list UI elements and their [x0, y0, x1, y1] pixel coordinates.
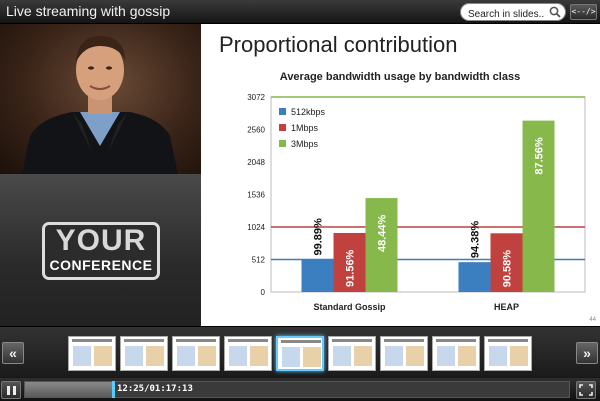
top-bar: Live streaming with gossip <--/> [0, 0, 600, 24]
search-box[interactable] [460, 3, 566, 23]
slide-thumbnail[interactable] [380, 336, 428, 371]
thumbnail-preview [384, 339, 424, 342]
thumbnail-preview [510, 346, 528, 366]
thumbnail-preview [354, 346, 372, 366]
logo-line-1: YOUR [55, 224, 147, 257]
progress-handle[interactable] [111, 381, 115, 398]
thumbnail-preview [406, 346, 424, 366]
y-tick-label: 512 [252, 256, 266, 265]
thumbnail-preview [73, 346, 91, 366]
data-label: 87.56% [534, 137, 546, 175]
legend-label: 3Mbps [291, 139, 319, 149]
y-tick-label: 1536 [247, 191, 265, 200]
y-tick-label: 2048 [247, 158, 265, 167]
bar [522, 120, 555, 292]
y-tick-label: 1024 [247, 223, 265, 232]
fullscreen-button[interactable] [576, 381, 596, 399]
legend-swatch [279, 124, 286, 131]
bar [301, 259, 334, 292]
slide-view: Proportional contribution Average bandwi… [201, 24, 600, 326]
slide-page-number: 44 [589, 317, 596, 323]
thumbnail-preview [125, 346, 143, 366]
progress-bar[interactable] [24, 381, 570, 398]
data-label: 91.56% [345, 249, 357, 287]
data-label: 90.58% [502, 250, 514, 288]
slide-thumbnail[interactable] [68, 336, 116, 371]
slide-thumbnail[interactable] [432, 336, 480, 371]
timecode: 12:25/01:17:13 [117, 384, 193, 394]
legend-label: 1Mbps [291, 123, 319, 133]
thumbnail-preview [303, 347, 321, 367]
slide-thumbnail[interactable] [120, 336, 168, 371]
pause-icon [7, 386, 10, 395]
chart-title: Average bandwidth usage by bandwidth cla… [280, 71, 520, 83]
speaker-video[interactable] [0, 24, 201, 174]
logo-line-2: CONFERENCE [49, 257, 153, 273]
data-label: 94.38% [470, 221, 482, 259]
thumbnail-preview [94, 346, 112, 366]
next-slides-button[interactable]: » [576, 342, 598, 364]
x-tick-label: HEAP [494, 302, 519, 312]
thumbnail-preview [72, 339, 112, 342]
thumbnail-preview [436, 339, 476, 342]
pause-button[interactable] [1, 381, 21, 399]
conference-logo: YOUR CONFERENCE [42, 222, 160, 280]
thumbnail-preview [458, 346, 476, 366]
x-tick-label: Standard Gossip [313, 302, 386, 312]
previous-slides-button[interactable]: « [2, 342, 24, 364]
thumbnail-strip: « » [0, 326, 600, 378]
progress-fill [25, 382, 113, 397]
thumbnail-preview [176, 339, 216, 342]
slide-thumbnail[interactable] [276, 336, 324, 371]
thumbnail-preview [385, 346, 403, 366]
bar [490, 233, 523, 292]
pause-icon [13, 386, 16, 395]
thumbnail-preview [437, 346, 455, 366]
thumbnail-preview [281, 340, 321, 343]
legend-swatch [279, 108, 286, 115]
branding-panel: YOUR CONFERENCE [0, 174, 201, 326]
search-icon[interactable] [549, 6, 561, 18]
slide-thumbnail[interactable] [328, 336, 376, 371]
slide-title: Proportional contribution [219, 32, 458, 57]
thumbnail-preview [198, 346, 216, 366]
thumbnail-preview [488, 339, 528, 342]
slide-thumbnail[interactable] [224, 336, 272, 371]
data-label: 48.44% [377, 215, 389, 253]
window-title: Live streaming with gossip [6, 3, 171, 19]
thumbnail-preview [229, 346, 247, 366]
thumbnail-preview [282, 347, 300, 367]
bar [458, 262, 491, 292]
slide-thumbnail[interactable] [484, 336, 532, 371]
y-tick-label: 3072 [247, 93, 265, 102]
fullscreen-icon [579, 384, 593, 396]
legend-label: 512kbps [291, 107, 326, 117]
thumbnail-preview [489, 346, 507, 366]
data-label: 99.89% [313, 218, 325, 256]
embed-button[interactable]: <--/> [570, 4, 597, 20]
thumbnail-preview [228, 339, 268, 342]
thumbnail-preview [146, 346, 164, 366]
bar [365, 198, 398, 292]
thumbnail-preview [332, 339, 372, 342]
thumbnail-preview [177, 346, 195, 366]
y-tick-label: 2560 [247, 126, 265, 135]
thumbnail-preview [333, 346, 351, 366]
thumbnail-preview [124, 339, 164, 342]
thumbnail-preview [250, 346, 268, 366]
slide-thumbnail[interactable] [172, 336, 220, 371]
player-controls: 12:25/01:17:13 [0, 378, 600, 401]
search-input[interactable] [461, 6, 545, 23]
y-tick-label: 0 [261, 288, 266, 297]
bandwidth-chart: Average bandwidth usage by bandwidth cla… [247, 71, 586, 312]
legend-swatch [279, 140, 286, 147]
bar [333, 232, 366, 292]
speaker-figure [22, 36, 178, 174]
